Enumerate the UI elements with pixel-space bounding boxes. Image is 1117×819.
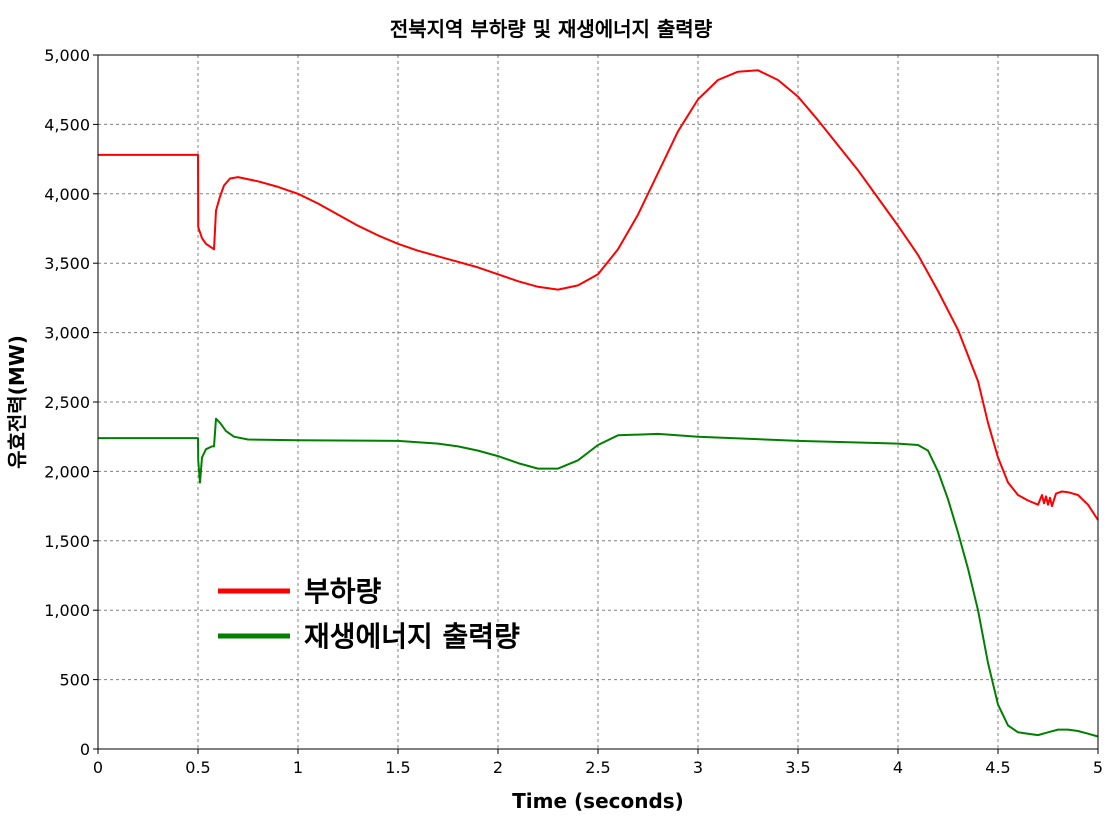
x-tick-label: 5 bbox=[1093, 758, 1103, 777]
series-line-load bbox=[98, 69, 1099, 521]
y-tick-label: 500 bbox=[59, 671, 90, 690]
x-tick-label: 0 bbox=[93, 758, 103, 777]
x-tick-label: 4 bbox=[893, 758, 903, 777]
x-tick-label: 0.5 bbox=[185, 758, 210, 777]
y-tick-label: 1,000 bbox=[44, 601, 90, 620]
legend-label-load: 부하량 bbox=[304, 575, 382, 608]
tick-labels: 0 0.5 1 1.5 2 2.5 3 3.5 4 4.5 5 0 500 1,000 1,500 2,000… bbox=[44, 46, 1103, 777]
x-axis-label: Time (seconds) bbox=[512, 789, 684, 813]
series-line-renewable bbox=[98, 417, 1099, 738]
y-tick-label: 0 bbox=[80, 740, 90, 759]
y-tick-label: 4,500 bbox=[44, 115, 90, 134]
x-tick-label: 4.5 bbox=[985, 758, 1010, 777]
y-tick-label: 3,000 bbox=[44, 324, 90, 343]
chart-title: 전북지역 부하량 및 재생에너지 출력량 bbox=[390, 17, 713, 41]
y-tick-label: 2,000 bbox=[44, 462, 90, 481]
y-axis-label: 유효전력(MW) bbox=[5, 335, 29, 469]
x-tick-label: 1 bbox=[293, 758, 303, 777]
x-tick-label: 2 bbox=[493, 758, 503, 777]
legend-label-renewable: 재생에너지 출력량 bbox=[304, 620, 520, 653]
series-lines bbox=[98, 69, 1099, 738]
y-tick-label: 4,000 bbox=[44, 185, 90, 204]
x-tick-label: 2.5 bbox=[585, 758, 610, 777]
x-tick-label: 1.5 bbox=[385, 758, 410, 777]
y-tick-label: 3,500 bbox=[44, 254, 90, 273]
x-tick-label: 3.5 bbox=[785, 758, 810, 777]
legend: 부하량 재생에너지 출력량 bbox=[218, 575, 520, 653]
y-tick-label: 1,500 bbox=[44, 532, 90, 551]
y-tick-label: 5,000 bbox=[44, 46, 90, 65]
y-tick-label: 2,500 bbox=[44, 393, 90, 412]
grid bbox=[98, 55, 1098, 749]
x-tick-label: 3 bbox=[693, 758, 703, 777]
